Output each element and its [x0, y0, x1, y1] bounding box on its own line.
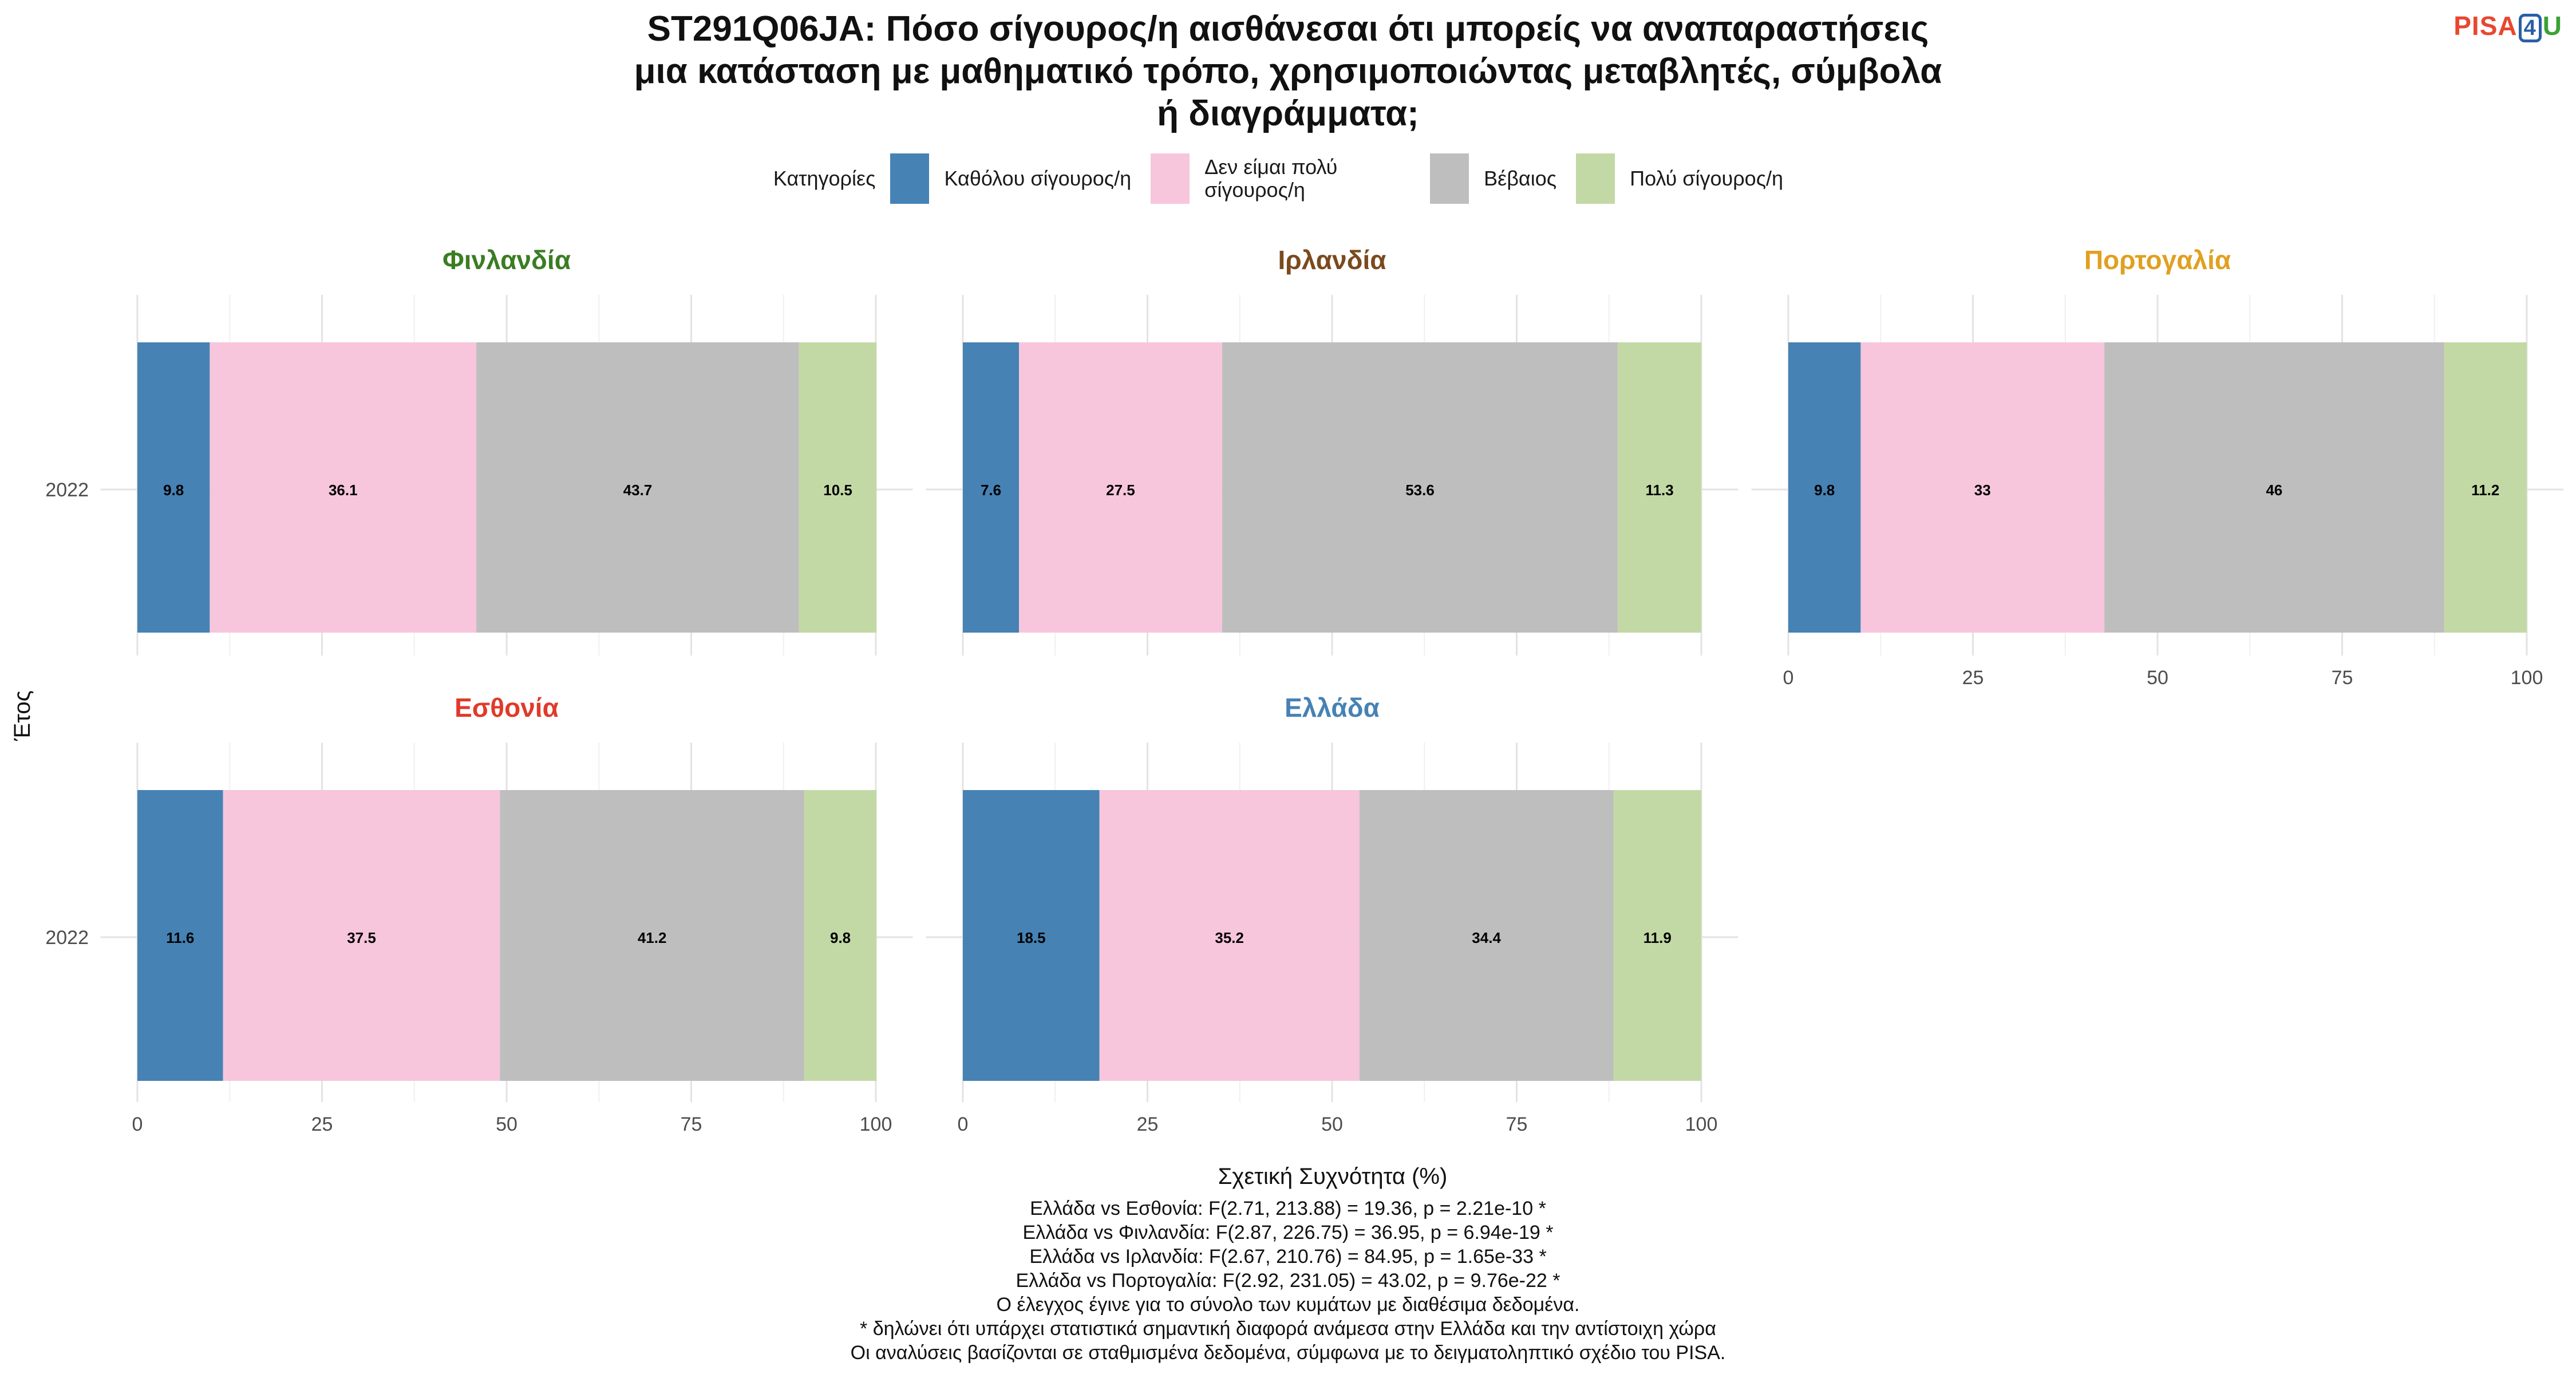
x-tick-label: 100	[860, 1114, 892, 1135]
footnote-line: Ελλάδα vs Πορτογαλία: F(2.92, 231.05) = …	[1016, 1270, 1560, 1292]
data-label: 46	[2266, 481, 2282, 499]
legend-swatch	[1576, 153, 1615, 204]
logo-text-u: U	[2542, 11, 2562, 41]
legend-swatch	[890, 153, 930, 204]
legend-item-very-confident: Πολύ σίγουρος/η	[1576, 153, 1783, 204]
x-tick-label: 25	[1137, 1114, 1159, 1135]
bar-segment	[2444, 342, 2527, 633]
y-tick-label: 2022	[45, 479, 89, 501]
panel-title: Ιρλανδία	[1278, 245, 1386, 275]
x-tick-label: 100	[1685, 1114, 1718, 1135]
bar-segment	[1222, 342, 1618, 633]
legend-swatch	[1151, 153, 1190, 204]
bar-segment	[2104, 342, 2444, 633]
x-tick-label: 0	[958, 1114, 969, 1135]
legend-item-not-very-confident: Δεν είμαι πολύ σίγουρος/η	[1151, 153, 1411, 204]
logo-text-4: 4	[2518, 14, 2542, 42]
data-label: 18.5	[1017, 929, 1046, 946]
x-tick-label: 25	[311, 1114, 333, 1135]
bar-segment	[1359, 790, 1614, 1081]
legend-title: Κατηγορίες	[773, 167, 876, 190]
footnotes: Ελλάδα vs Εσθονία: F(2.71, 213.88) = 19.…	[0, 1197, 2576, 1365]
data-label: 11.3	[1646, 481, 1674, 499]
panel-title: Πορτογαλία	[2084, 245, 2231, 275]
y-tick-label: 2022	[45, 927, 89, 949]
legend-item-not-at-all-confident: Καθόλου σίγουρος/η	[890, 153, 1131, 204]
data-label: 7.6	[981, 481, 1001, 499]
bar-segment	[1618, 342, 1701, 633]
data-label: 35.2	[1215, 929, 1244, 946]
data-label: 10.5	[823, 481, 852, 499]
legend-label: Καθόλου σίγουρος/η	[944, 167, 1132, 190]
bar-segment	[223, 790, 500, 1081]
footnote-line: Ελλάδα vs Εσθονία: F(2.71, 213.88) = 19.…	[1030, 1198, 1546, 1219]
legend: Κατηγορίες Καθόλου σίγουρος/η Δεν είμαι …	[0, 153, 2576, 204]
footnote-line: Οι αναλύσεις βασίζονται σε σταθμισμένα δ…	[850, 1342, 1726, 1364]
bar-segment	[210, 342, 477, 633]
footnote-line: Ο έλεγχος έγινε για το σύνολο των κυμάτω…	[996, 1294, 1580, 1316]
panel-title: Εσθονία	[455, 693, 559, 722]
bar-segment	[1613, 790, 1701, 1081]
bar-segment	[1860, 342, 2105, 633]
panel-title: Φινλανδία	[442, 245, 571, 275]
data-label: 33	[1974, 481, 1991, 499]
x-tick-label: 100	[2511, 667, 2543, 689]
data-label: 9.8	[830, 929, 851, 946]
chart-title-line-3: ή διαγράμματα;	[1157, 94, 1419, 133]
legend-label: Δεν είμαι πολύ σίγουρος/η	[1204, 155, 1338, 202]
stacked-bar-chart: Φινλανδία 9.8 36.1 43.7 10.5 2022 Ιρλανδία 7.6 2…	[10, 245, 2564, 1189]
x-tick-label: 75	[681, 1114, 702, 1135]
footnote-line: Ελλάδα vs Φινλανδία: F(2.87, 226.75) = 3…	[1022, 1222, 1554, 1243]
bar-segment	[1019, 342, 1222, 633]
bar-segment	[1788, 342, 1861, 633]
data-label: 27.5	[1106, 481, 1135, 499]
x-tick-label: 50	[1321, 1114, 1343, 1135]
x-tick-label: 50	[2147, 667, 2168, 689]
bar-segment	[137, 342, 210, 633]
data-label: 11.9	[1643, 929, 1672, 946]
bar-segment	[963, 342, 1020, 633]
data-label: 43.7	[623, 481, 653, 499]
footnote-line: Ελλάδα vs Ιρλανδία: F(2.67, 210.76) = 84…	[1029, 1246, 1547, 1268]
data-label: 36.1	[329, 481, 358, 499]
x-tick-label: 25	[1962, 667, 1984, 689]
legend-swatch	[1430, 153, 1469, 204]
chart-title-line-1: ST291Q06JA: Πόσο σίγουρος/η αισθάνεσαι ό…	[647, 9, 1929, 49]
x-tick-label: 50	[496, 1114, 517, 1135]
footnote-line: * δηλώνει ότι υπάρχει στατιστικά σημαντι…	[860, 1318, 1716, 1340]
bar-segment	[476, 342, 799, 633]
data-label: 53.6	[1405, 481, 1435, 499]
bar-segment	[799, 342, 877, 633]
data-label: 11.6	[166, 929, 194, 946]
data-label: 11.2	[2471, 481, 2499, 499]
bar-segment	[137, 790, 223, 1081]
pisa4u-logo: PISA 4 U	[2453, 10, 2562, 42]
x-axis-title: Σχετική Συχνότητα (%)	[1218, 1164, 1448, 1189]
y-axis-title: Έτος	[10, 690, 35, 741]
bar-segment	[804, 790, 877, 1081]
x-tick-label: 0	[1783, 667, 1794, 689]
data-label: 9.8	[1814, 481, 1835, 499]
bar-segment	[500, 790, 804, 1081]
data-label: 41.2	[638, 929, 667, 946]
x-tick-label: 75	[2332, 667, 2353, 689]
bar-segment	[1099, 790, 1360, 1081]
legend-label: Βέβαιος	[1484, 167, 1557, 190]
data-label: 9.8	[163, 481, 184, 499]
logo-text-pisa: PISA	[2453, 11, 2518, 41]
legend-label: Πολύ σίγουρος/η	[1630, 167, 1784, 190]
bar-segment	[963, 790, 1100, 1081]
x-tick-label: 0	[132, 1114, 143, 1135]
legend-item-confident: Βέβαιος	[1430, 153, 1556, 204]
panel-title: Ελλάδα	[1285, 693, 1380, 722]
data-label: 37.5	[347, 929, 376, 946]
chart-title-line-2: μια κατάσταση με μαθηματικό τρόπο, χρησι…	[634, 52, 1942, 91]
data-label: 34.4	[1472, 929, 1501, 946]
x-tick-label: 75	[1506, 1114, 1528, 1135]
